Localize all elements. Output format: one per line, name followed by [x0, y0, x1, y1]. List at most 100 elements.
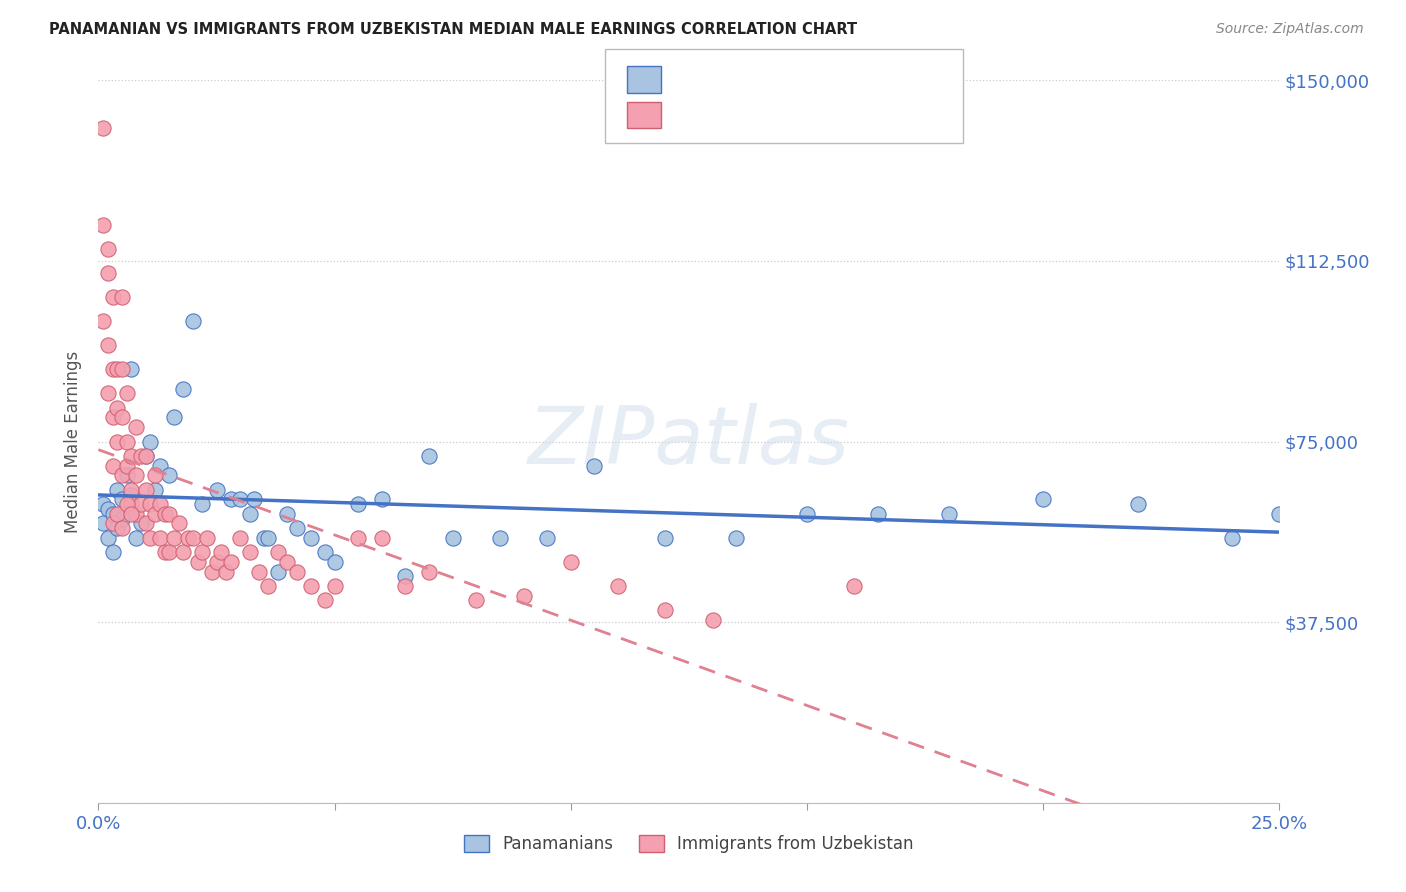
Point [243, 492, 266, 507]
Point [191, 497, 214, 511]
Point [285, 565, 308, 579]
Point [125, 507, 148, 521]
Point [97, 502, 120, 516]
Point [201, 565, 224, 579]
Text: PANAMANIAN VS IMMIGRANTS FROM UZBEKISTAN MEDIAN MALE EARNINGS CORRELATION CHART: PANAMANIAN VS IMMIGRANTS FROM UZBEKISTAN… [49, 22, 858, 37]
Point [129, 497, 152, 511]
Point [323, 579, 346, 593]
Point [418, 565, 440, 579]
Point [105, 362, 128, 376]
Point [181, 531, 204, 545]
Point [115, 458, 138, 473]
Point [129, 516, 152, 531]
Point [314, 545, 336, 559]
Point [441, 531, 464, 545]
Point [121, 483, 143, 497]
Point [97, 266, 120, 280]
Point [157, 507, 180, 521]
Point [91, 497, 114, 511]
Point [215, 565, 238, 579]
Point [101, 290, 124, 304]
Point [219, 555, 242, 569]
Point [101, 545, 124, 559]
Point [115, 468, 138, 483]
Point [247, 565, 270, 579]
Point [253, 531, 276, 545]
Point [938, 507, 960, 521]
Point [115, 434, 138, 449]
Point [105, 483, 128, 497]
Point [105, 507, 128, 521]
Point [267, 565, 290, 579]
Text: R =: R = [673, 70, 710, 88]
Point [139, 497, 162, 511]
Point [105, 401, 128, 415]
Point [143, 483, 166, 497]
Point [394, 579, 416, 593]
Point [143, 507, 166, 521]
Point [239, 545, 262, 559]
Point [157, 468, 180, 483]
Point [125, 420, 148, 434]
Y-axis label: Median Male Earnings: Median Male Earnings [65, 351, 83, 533]
Point [394, 569, 416, 583]
Point [153, 545, 176, 559]
Point [111, 468, 134, 483]
Point [181, 314, 204, 328]
Point [172, 545, 194, 559]
Point [654, 531, 676, 545]
Point [91, 218, 114, 232]
Text: -0.040: -0.040 [716, 70, 775, 88]
Point [725, 531, 748, 545]
Point [371, 531, 394, 545]
Point [115, 497, 138, 511]
Text: N =: N = [793, 70, 841, 88]
Point [583, 458, 606, 473]
Point [167, 516, 190, 531]
Point [205, 555, 228, 569]
Point [1268, 507, 1291, 521]
Point [219, 492, 242, 507]
Point [111, 362, 134, 376]
Point [149, 497, 172, 511]
Point [177, 531, 200, 545]
Point [135, 516, 157, 531]
Point [866, 507, 889, 521]
Point [143, 468, 166, 483]
Text: 81: 81 [845, 106, 868, 124]
Point [796, 507, 818, 521]
Point [91, 314, 114, 328]
Point [299, 579, 322, 593]
Legend: Panamanians, Immigrants from Uzbekistan: Panamanians, Immigrants from Uzbekistan [458, 828, 920, 860]
Text: N =: N = [793, 106, 841, 124]
Point [105, 521, 128, 535]
Point [172, 382, 194, 396]
Point [257, 579, 280, 593]
Point [97, 338, 120, 352]
Point [121, 497, 143, 511]
Point [239, 507, 262, 521]
Point [276, 507, 298, 521]
Point [323, 555, 346, 569]
Point [111, 290, 134, 304]
Point [101, 458, 124, 473]
Point [418, 449, 440, 463]
Point [285, 521, 308, 535]
Point [149, 458, 172, 473]
Point [229, 531, 252, 545]
Point [125, 468, 148, 483]
Point [121, 449, 143, 463]
Point [512, 589, 534, 603]
Point [97, 242, 120, 256]
Point [276, 555, 298, 569]
Point [702, 613, 724, 627]
Point [489, 531, 512, 545]
Point [111, 521, 134, 535]
Point [135, 449, 157, 463]
Point [97, 531, 120, 545]
Point [129, 449, 152, 463]
Point [139, 434, 162, 449]
Point [149, 531, 172, 545]
Point [205, 483, 228, 497]
Point [105, 434, 128, 449]
